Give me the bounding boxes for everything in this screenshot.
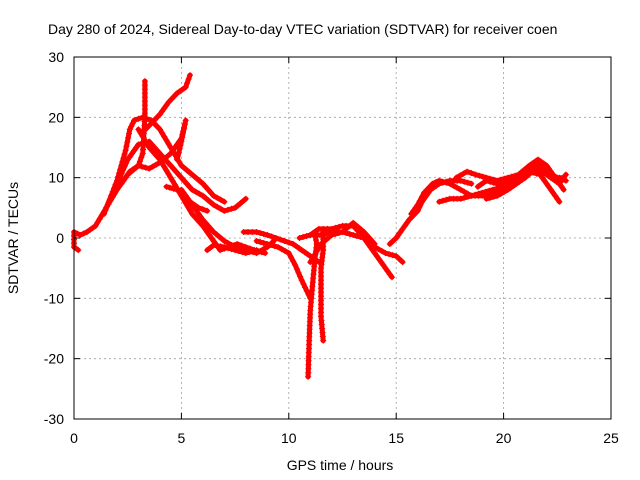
series-layer xyxy=(71,72,569,380)
x-tick-label: 20 xyxy=(496,430,512,446)
y-tick-label: -20 xyxy=(44,351,64,367)
series-arc-1 xyxy=(71,138,249,238)
series-markers xyxy=(204,242,260,257)
series-arc-22 xyxy=(474,168,563,205)
series-arc-12 xyxy=(253,238,314,302)
series-arc-14 xyxy=(307,222,395,281)
series-markers xyxy=(483,162,569,202)
axis-ticks: 0 5 10 15 20 25 -30 -20 -10 0 10 20 30 xyxy=(44,49,619,446)
x-tick-label: 25 xyxy=(603,430,619,446)
series-markers xyxy=(71,138,249,238)
x-tick-label: 5 xyxy=(178,430,186,446)
series-arc-23 xyxy=(483,162,569,202)
series-line xyxy=(178,187,277,256)
series-arc-6 xyxy=(139,72,193,136)
x-tick-label: 15 xyxy=(388,430,404,446)
grid-lines xyxy=(74,57,611,419)
y-tick-label: 20 xyxy=(48,109,64,125)
y-tick-label: 30 xyxy=(48,49,64,65)
series-arc-16 xyxy=(318,229,327,344)
series-arc-15 xyxy=(305,229,320,380)
chart-title: Day 280 of 2024, Sidereal Day-to-day VTE… xyxy=(48,21,557,37)
series-markers xyxy=(307,219,378,266)
y-tick-label: 0 xyxy=(56,230,64,246)
series-arc-10 xyxy=(204,242,260,257)
series-arc-17 xyxy=(307,219,378,266)
series-arc-5 xyxy=(118,78,148,187)
y-tick-label: -30 xyxy=(44,411,64,427)
x-tick-label: 10 xyxy=(281,430,297,446)
y-tick-label: 10 xyxy=(48,170,64,186)
y-axis-label: SDTVAR / TECUs xyxy=(5,182,21,294)
series-markers xyxy=(253,238,314,302)
y-tick-label: -10 xyxy=(44,290,64,306)
x-tick-label: 0 xyxy=(70,430,78,446)
x-axis-label: GPS time / hours xyxy=(287,457,394,473)
